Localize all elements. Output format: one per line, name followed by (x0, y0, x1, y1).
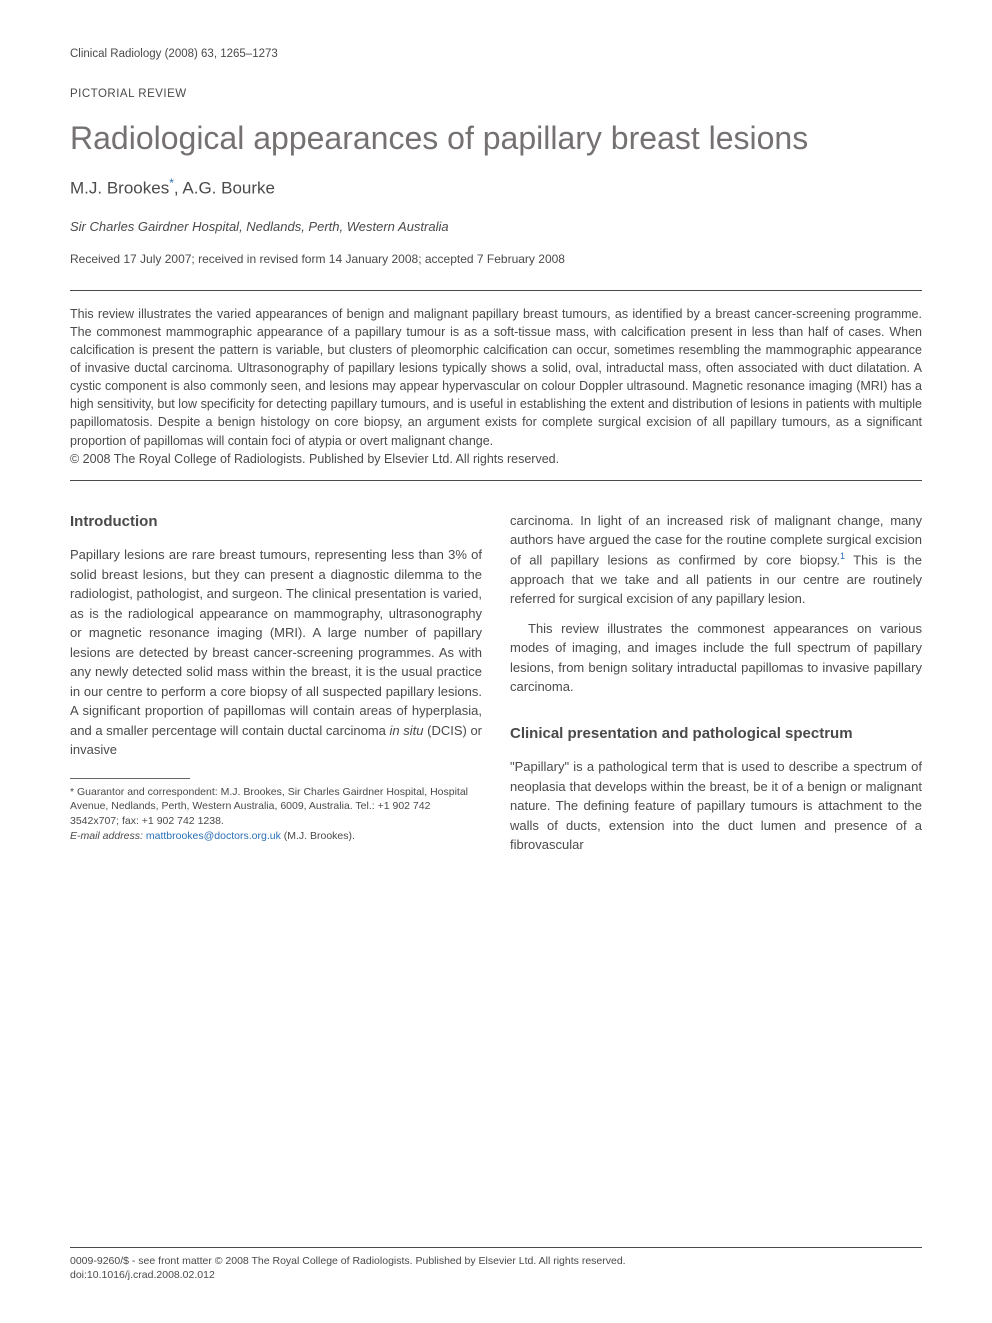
intro-paragraph: Papillary lesions are rare breast tumour… (70, 545, 482, 760)
article-dates: Received 17 July 2007; received in revis… (70, 252, 922, 266)
footnote-rule (70, 778, 190, 779)
heading-introduction: Introduction (70, 511, 482, 534)
right-column: carcinoma. In light of an increased risk… (510, 511, 922, 865)
journal-reference: Clinical Radiology (2008) 63, 1265–1273 (70, 48, 922, 60)
footnote-email-suffix: (M.J. Brookes). (281, 830, 355, 842)
two-column-body: Introduction Papillary lesions are rare … (70, 511, 922, 865)
footer-copyright: 0009-9260/$ - see front matter © 2008 Th… (70, 1254, 922, 1269)
footer-doi: doi:10.1016/j.crad.2008.02.012 (70, 1268, 922, 1283)
right-p3: "Papillary" is a pathological term that … (510, 757, 922, 855)
left-column: Introduction Papillary lesions are rare … (70, 511, 482, 865)
abstract-block: This review illustrates the varied appea… (70, 291, 922, 480)
affiliation: Sir Charles Gairdner Hospital, Nedlands,… (70, 219, 922, 234)
rule-bottom (70, 480, 922, 481)
abstract-copyright: © 2008 The Royal College of Radiologists… (70, 452, 559, 466)
footer-rule (70, 1247, 922, 1248)
intro-text-a: Papillary lesions are rare breast tumour… (70, 547, 482, 738)
footnote-correspondent: * Guarantor and correspondent: M.J. Broo… (70, 785, 482, 829)
footnote-block: * Guarantor and correspondent: M.J. Broo… (70, 785, 482, 844)
footnote-email-link[interactable]: mattbrookes@doctors.org.uk (146, 830, 281, 842)
footnote-email-line: E-mail address: mattbrookes@doctors.org.… (70, 829, 482, 844)
article-title: Radiological appearances of papillary br… (70, 118, 922, 158)
abstract-body: This review illustrates the varied appea… (70, 307, 922, 448)
page-footer: 0009-9260/$ - see front matter © 2008 Th… (70, 1247, 922, 1283)
footnote-email-label: E-mail address: (70, 830, 146, 842)
heading-clinical-presentation: Clinical presentation and pathological s… (510, 723, 922, 746)
article-type: PICTORIAL REVIEW (70, 88, 922, 100)
right-p2: This review illustrates the commonest ap… (510, 619, 922, 697)
author-rest: , A.G. Bourke (174, 179, 275, 198)
right-p1: carcinoma. In light of an increased risk… (510, 511, 922, 609)
authors-line: M.J. Brookes*, A.G. Bourke (70, 176, 922, 199)
author-primary: M.J. Brookes (70, 179, 169, 198)
intro-italic: in situ (390, 723, 424, 738)
